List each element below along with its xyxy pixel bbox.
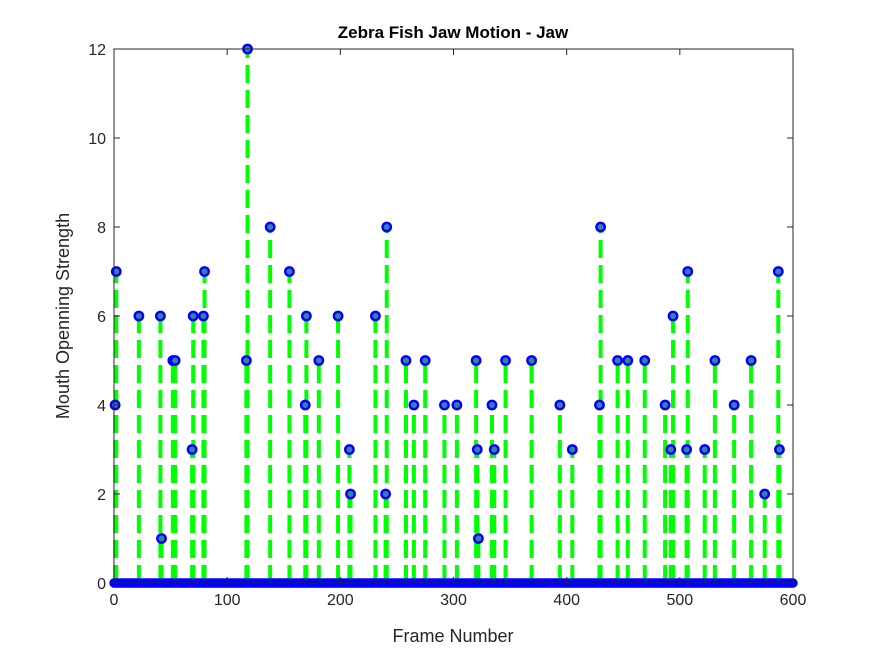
data-point-marker	[470, 355, 482, 366]
axes-group: 0 100 200 300 400 500 600 0 2 4 6 8 10 12	[88, 42, 806, 609]
data-point-marker	[554, 399, 566, 411]
data-point-marker	[488, 444, 500, 455]
y-tick-label: 2	[97, 487, 106, 504]
chart-title: Zebra Fish Jaw Motion - Jaw	[338, 23, 569, 42]
data-point-marker	[264, 221, 276, 233]
data-point-marker	[659, 399, 671, 411]
data-point-marker	[500, 355, 511, 366]
y-tick-label: 12	[88, 42, 106, 59]
x-tick-label: 500	[666, 592, 693, 609]
data-point-marker	[345, 488, 356, 500]
x-tick-label: 0	[110, 592, 119, 609]
data-point-marker	[110, 266, 122, 277]
data-point-marker	[133, 310, 145, 322]
stems-group	[113, 49, 782, 583]
data-point-marker	[299, 399, 311, 411]
data-point-marker	[486, 399, 498, 411]
x-tick-label: 100	[214, 592, 241, 609]
data-point-marker	[667, 310, 679, 322]
data-point-marker	[198, 310, 209, 322]
data-point-marker	[439, 399, 450, 411]
plot-frame	[113, 48, 794, 584]
y-tick-label: 4	[97, 398, 106, 415]
data-point-marker	[745, 355, 757, 366]
data-point-marker	[187, 310, 199, 322]
data-point-marker	[759, 488, 771, 500]
data-point-marker	[284, 266, 295, 277]
data-point-marker	[612, 355, 623, 366]
data-point-marker	[300, 310, 312, 322]
data-point-marker	[156, 533, 167, 544]
data-point-marker	[526, 355, 537, 366]
data-point-marker	[169, 355, 181, 366]
data-point-marker	[380, 488, 391, 500]
x-axis-label: Frame Number	[392, 626, 513, 646]
data-point-marker	[709, 355, 721, 366]
x-tick-label: 600	[780, 592, 807, 609]
data-point-marker	[665, 444, 677, 455]
data-point-marker	[699, 444, 711, 455]
data-point-marker	[381, 221, 393, 233]
y-tick-label: 0	[97, 576, 106, 593]
x-tick-label: 300	[440, 592, 467, 609]
data-point-marker	[199, 266, 210, 277]
data-point-marker	[772, 266, 784, 277]
data-point-marker	[241, 355, 252, 366]
data-point-marker	[639, 355, 651, 366]
data-point-marker	[681, 444, 693, 455]
data-point-marker	[471, 444, 483, 455]
data-point-marker	[622, 355, 634, 366]
data-point-marker	[451, 399, 463, 411]
data-point-marker	[419, 355, 431, 366]
x-tick-label: 200	[327, 592, 354, 609]
data-point-marker	[728, 399, 740, 411]
markers-group	[109, 43, 785, 544]
x-tick-label: 400	[553, 592, 580, 609]
data-point-marker	[774, 444, 785, 455]
data-point-marker	[682, 266, 694, 277]
y-tick-label: 10	[88, 131, 106, 148]
data-point-marker	[595, 221, 607, 233]
data-point-marker	[313, 355, 325, 366]
data-point-marker	[408, 399, 420, 411]
data-point-marker	[472, 533, 484, 544]
y-axis-label: Mouth Openning Strength	[53, 213, 73, 419]
data-point-marker	[370, 310, 381, 322]
data-point-marker	[400, 355, 412, 366]
data-point-marker	[154, 310, 166, 322]
data-point-marker	[566, 444, 578, 455]
y-tick-label: 6	[97, 309, 106, 326]
data-point-marker	[594, 399, 605, 411]
data-point-marker	[186, 444, 198, 455]
data-point-marker	[343, 444, 355, 455]
y-tick-label: 8	[97, 220, 106, 237]
data-point-marker	[332, 310, 344, 322]
